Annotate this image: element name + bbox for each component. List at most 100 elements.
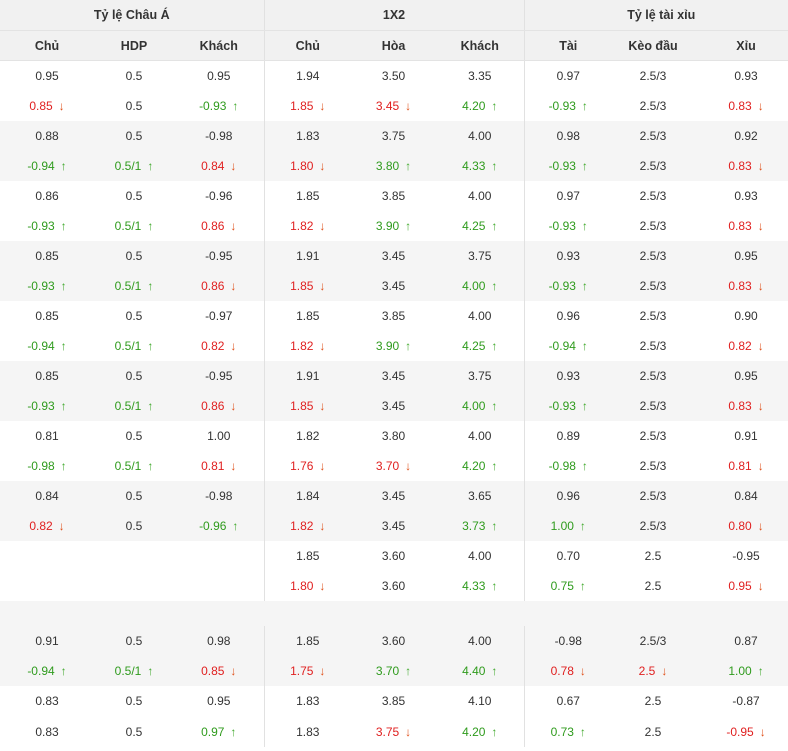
- odds-cell: 0.87: [694, 626, 788, 656]
- arrow-down-icon: [313, 339, 325, 353]
- odds-cell: 1.83: [264, 686, 351, 716]
- odds-cell: -0.93: [0, 211, 94, 241]
- odds-cell: 1.85: [264, 391, 351, 421]
- odds-value: 0.81: [201, 459, 225, 473]
- odds-cell: 1.85: [264, 271, 351, 301]
- odds-cell: -0.93: [524, 151, 612, 181]
- odds-cell: 2.5/3: [612, 121, 694, 151]
- odds-value: 0.80: [728, 519, 752, 533]
- odds-value: 0.95: [35, 69, 59, 83]
- arrow-down-icon: [313, 519, 325, 533]
- odds-value: 0.97: [556, 69, 580, 83]
- odds-value: 4.20: [462, 459, 486, 473]
- odds-value: 1.91: [296, 369, 320, 383]
- odds-cell: 4.00: [436, 421, 525, 451]
- arrow-down-icon: [313, 159, 325, 173]
- odds-cell: 0.95: [694, 361, 788, 391]
- odds-row-opening: 0.85 0.5 -0.95 1.91 3.45 3.75 0.93 2.5/3 0.95: [0, 241, 788, 271]
- odds-cell: 3.85: [351, 301, 436, 331]
- odds-cell: 0.91: [0, 626, 94, 656]
- arrow-up-icon: [141, 399, 153, 413]
- odds-cell: 3.90: [351, 211, 436, 241]
- arrow-down-icon: [224, 399, 236, 413]
- odds-value: 1.76: [290, 459, 314, 473]
- odds-value: 0.5: [125, 724, 143, 739]
- col-header-home-1x2: Chủ: [264, 30, 351, 61]
- odds-value: 4.33: [462, 159, 486, 173]
- odds-cell: 3.75: [436, 361, 525, 391]
- odds-value: 1.85: [290, 279, 314, 293]
- odds-row-opening: 0.85 0.5 -0.95 1.91 3.45 3.75 0.93 2.5/3 0.95: [0, 361, 788, 391]
- odds-cell: 4.00: [436, 121, 525, 151]
- odds-value: 3.60: [381, 579, 406, 593]
- odds-value: -0.93: [199, 99, 227, 113]
- arrow-up-icon: [399, 664, 411, 678]
- odds-row-live: -0.93 0.5/1 0.86 1.85 3.45 4.00 -0.93 2.5/3 0.83: [0, 391, 788, 421]
- odds-cell: 2.5/3: [612, 60, 694, 91]
- odds-cell: 1.91: [264, 361, 351, 391]
- arrow-down-icon: [574, 664, 586, 678]
- odds-cell: 0.84: [694, 481, 788, 511]
- odds-value: 3.75: [375, 724, 400, 739]
- odds-cell: 0.86: [0, 181, 94, 211]
- odds-cell: 3.45: [351, 91, 436, 121]
- arrow-up-icon: [55, 279, 67, 293]
- odds-cell: -0.93: [174, 91, 265, 121]
- odds-value: 0.5: [125, 99, 143, 113]
- odds-value: 2.5/3: [639, 429, 667, 443]
- odds-cell: 1.00: [694, 656, 788, 686]
- odds-cell: -0.98: [0, 451, 94, 481]
- odds-value: 0.87: [734, 634, 758, 648]
- odds-value: -0.95: [205, 369, 233, 383]
- odds-value: 0.5/1: [114, 219, 142, 233]
- odds-value: 0.70: [556, 549, 580, 563]
- odds-value: 0.85: [29, 99, 53, 113]
- odds-cell: 0.97: [524, 181, 612, 211]
- odds-value: 3.45: [381, 519, 406, 533]
- odds-value: 3.75: [381, 129, 406, 143]
- odds-value: 1.85: [290, 99, 314, 113]
- odds-cell: 4.20: [436, 91, 525, 121]
- odds-value: 2.5/3: [639, 309, 667, 323]
- odds-value: 3.85: [381, 189, 406, 203]
- odds-cell: 2.5/3: [612, 241, 694, 271]
- odds-cell: 0.5: [94, 121, 174, 151]
- odds-value: -0.94: [548, 339, 576, 353]
- odds-cell: 0.5: [94, 60, 174, 91]
- odds-cell: 1.75: [264, 656, 351, 686]
- odds-cell: 0.78: [524, 656, 612, 686]
- odds-value: 0.5: [125, 69, 143, 83]
- odds-value: 1.80: [290, 579, 314, 593]
- odds-cell: 0.96: [524, 481, 612, 511]
- odds-value: 4.00: [462, 279, 486, 293]
- arrow-up-icon: [485, 579, 497, 593]
- odds-cell: 0.70: [524, 541, 612, 571]
- odds-value: 0.98: [207, 634, 231, 648]
- odds-cell: 3.60: [351, 626, 436, 656]
- odds-cell: 0.5: [94, 241, 174, 271]
- odds-cell: 0.83: [694, 211, 788, 241]
- arrow-down-icon: [752, 159, 764, 173]
- odds-value: 4.40: [462, 664, 486, 678]
- odds-cell: 4.00: [436, 626, 525, 656]
- odds-value: 0.81: [728, 459, 752, 473]
- odds-value: -0.95: [205, 249, 233, 263]
- odds-value: -0.98: [27, 459, 55, 473]
- odds-cell: [174, 571, 265, 601]
- odds-row-live: 1.80 3.60 4.33 0.75 2.5 0.95: [0, 571, 788, 601]
- odds-value: 0.86: [201, 219, 225, 233]
- arrow-up-icon: [485, 519, 497, 533]
- odds-cell: 3.75: [436, 241, 525, 271]
- odds-cell: 4.25: [436, 331, 525, 361]
- arrow-down-icon: [399, 459, 411, 473]
- arrow-up-icon: [485, 339, 497, 353]
- odds-value: 0.5/1: [114, 459, 142, 473]
- odds-value: -0.93: [548, 159, 576, 173]
- arrow-up-icon: [141, 339, 153, 353]
- arrow-up-icon: [576, 159, 588, 173]
- odds-cell: 2.5: [612, 571, 694, 601]
- arrow-down-icon: [752, 99, 764, 113]
- odds-cell: 0.84: [0, 481, 94, 511]
- odds-value: 2.5: [644, 694, 662, 708]
- odds-cell: 4.10: [436, 686, 525, 716]
